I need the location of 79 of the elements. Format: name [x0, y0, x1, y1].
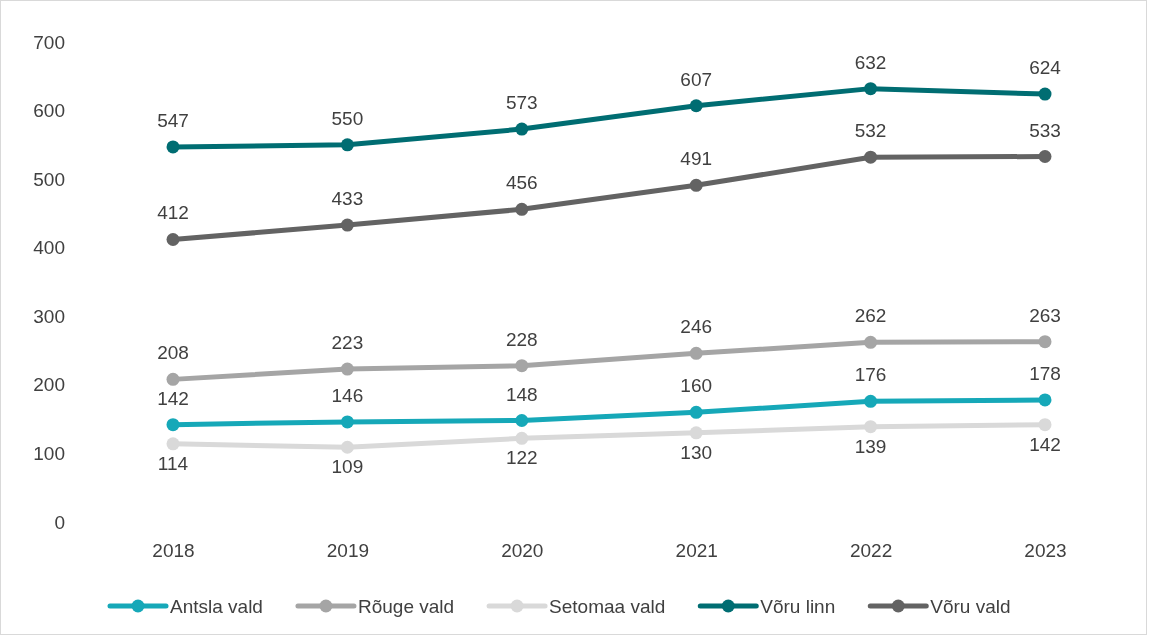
point: [689, 99, 703, 113]
point: [864, 82, 878, 96]
point: [515, 122, 529, 136]
point: [864, 335, 878, 349]
point: [1038, 150, 1052, 164]
point: [340, 218, 354, 232]
y-tick-label: 700: [33, 31, 65, 53]
data-label: 114: [157, 452, 189, 474]
point: [340, 440, 354, 454]
point: [689, 405, 703, 419]
data-label: 532: [854, 120, 887, 142]
data-label: 624: [1029, 57, 1062, 79]
legend-label: Antsla vald: [170, 596, 263, 617]
data-label: 491: [680, 148, 713, 170]
data-label: 632: [854, 51, 887, 73]
data-label: 263: [1029, 304, 1061, 326]
point: [689, 346, 703, 360]
point: [1038, 87, 1052, 101]
x-tick-label: 2022: [849, 540, 893, 562]
y-tick-label: 200: [33, 374, 65, 396]
y-tick-label: 400: [33, 237, 65, 259]
data-label: 607: [680, 68, 713, 90]
data-label: 130: [680, 441, 713, 463]
point: [340, 362, 354, 376]
data-label: 533: [1029, 119, 1061, 141]
y-tick-label: 0: [54, 511, 65, 533]
point: [864, 420, 878, 434]
point: [515, 431, 529, 445]
data-label: 412: [157, 202, 189, 224]
legend-label: Rõuge vald: [357, 596, 455, 617]
data-label: 223: [331, 332, 364, 354]
point: [1038, 335, 1052, 349]
data-label: 142: [157, 387, 189, 409]
data-label: 122: [505, 447, 538, 469]
legend-label: Võru linn: [760, 596, 836, 617]
x-tick-label: 2021: [675, 540, 718, 562]
data-label: 139: [854, 435, 887, 457]
y-tick-label: 100: [33, 443, 65, 465]
point: [340, 415, 354, 429]
point: [166, 418, 180, 432]
point: [689, 426, 703, 440]
y-tick-label: 600: [33, 100, 65, 122]
data-label: 146: [331, 384, 364, 406]
point: [340, 138, 354, 152]
data-label: 456: [505, 172, 538, 194]
y-tick-label: 300: [33, 305, 65, 327]
point: [515, 202, 529, 216]
point: [864, 394, 878, 408]
point: [166, 437, 180, 451]
data-label: 176: [854, 364, 887, 386]
data-label: 208: [157, 342, 189, 364]
point: [515, 359, 529, 373]
point: [515, 414, 529, 428]
point: [1038, 418, 1052, 432]
data-label: 550: [331, 107, 364, 129]
data-label: 109: [331, 456, 364, 478]
data-label: 547: [157, 109, 189, 131]
point: [864, 150, 878, 164]
legend-label: Setomaa vald: [549, 596, 666, 617]
x-tick-label: 2020: [501, 540, 544, 562]
y-tick-label: 500: [33, 168, 65, 190]
legend-label: Võru vald: [930, 596, 1011, 617]
x-tick-label: 2018: [152, 540, 195, 562]
data-label: 573: [505, 92, 538, 114]
data-label: 228: [505, 328, 538, 350]
data-label: 262: [854, 305, 887, 327]
data-label: 148: [505, 383, 538, 405]
data-label: 433: [331, 188, 364, 210]
point: [689, 178, 703, 192]
x-tick-label: 2023: [1024, 540, 1067, 562]
point: [166, 232, 180, 246]
data-label: 160: [680, 375, 713, 397]
point: [166, 372, 180, 386]
data-label: 178: [1029, 362, 1061, 384]
point: [166, 140, 180, 154]
data-label: 246: [680, 316, 713, 338]
x-tick-label: 2019: [326, 540, 370, 562]
data-label: 142: [1029, 433, 1061, 455]
point: [1038, 393, 1052, 407]
